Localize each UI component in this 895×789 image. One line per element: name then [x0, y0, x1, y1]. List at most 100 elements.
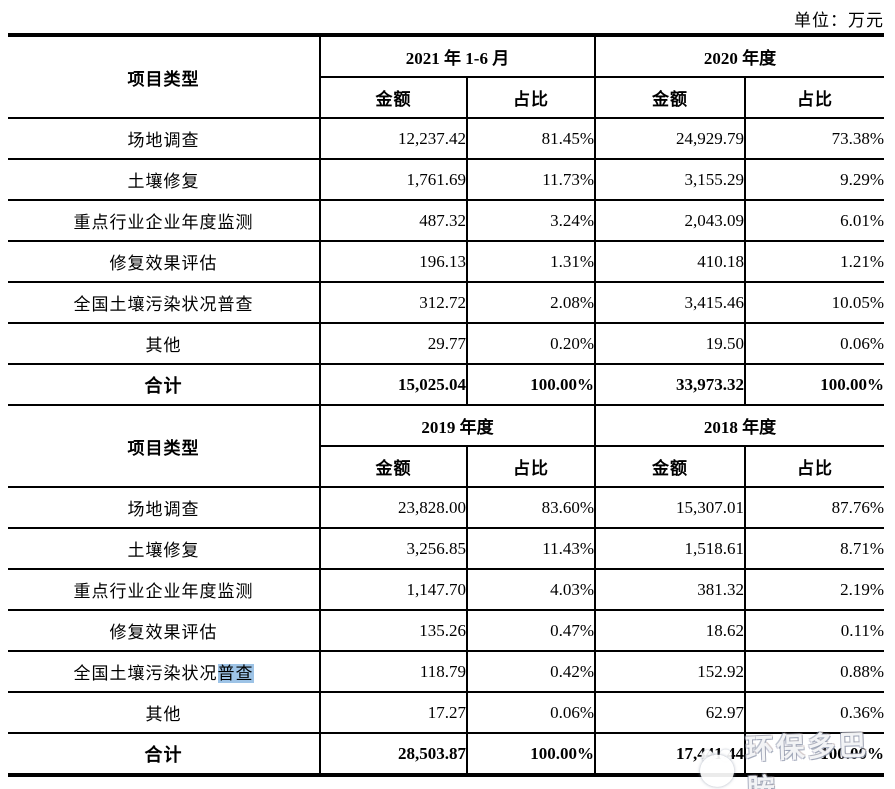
amount-cell: 196.13 [319, 240, 468, 283]
ratio-cell: 0.11% [744, 609, 885, 652]
amount-cell: 3,155.29 [594, 158, 747, 201]
sub-header-ratio: 占比 [465, 76, 597, 119]
sub-header-row: 金额 占比 金额 占比 [8, 445, 885, 488]
row-label: 重点行业企业年度监测 [8, 199, 321, 242]
table-row: 全国土壤污染状况普查 312.72 2.08% 3,415.46 10.05% [8, 281, 885, 324]
year-group-header-2021: 2021 年 1-6 月 [318, 34, 597, 78]
ratio-cell: 0.20% [465, 322, 597, 365]
ratio-cell: 0.36% [744, 691, 885, 734]
amount-cell: 3,256.85 [319, 527, 468, 570]
ratio-cell: 3.24% [465, 199, 597, 242]
table-row: 其他 17.27 0.06% 62.97 0.36% [8, 691, 885, 734]
ratio-cell: 11.73% [465, 158, 597, 201]
row-label: 场地调查 [8, 117, 321, 160]
amount-cell: 2,043.09 [594, 199, 747, 242]
table-row: 土壤修复 1,761.69 11.73% 3,155.29 9.29% [8, 158, 885, 201]
amount-cell: 24,929.79 [594, 117, 747, 160]
total-row: 合计 28,503.87 100.00% 17,441.44 100.00% [8, 732, 885, 776]
ratio-cell: 10.05% [744, 281, 885, 324]
amount-cell: 1,147.70 [319, 568, 468, 611]
row-label: 土壤修复 [8, 158, 321, 201]
total-amount-cell: 15,025.04 [319, 363, 468, 406]
amount-cell: 410.18 [594, 240, 747, 283]
row-label: 土壤修复 [8, 527, 321, 570]
table-row: 重点行业企业年度监测 1,147.70 4.03% 381.32 2.19% [8, 568, 885, 611]
year-group-header-row: 项目类型 2021 年 1-6 月 2020 年度 [8, 34, 885, 119]
amount-cell: 15,307.01 [594, 486, 747, 529]
table-row: 场地调查 12,237.42 81.45% 24,929.79 73.38% [8, 117, 885, 160]
amount-cell: 1,518.61 [594, 527, 747, 570]
table-row: 场地调查 23,828.00 83.60% 15,307.01 87.76% [8, 486, 885, 529]
amount-cell: 29.77 [319, 322, 468, 365]
table-row: 修复效果评估 196.13 1.31% 410.18 1.21% [8, 240, 885, 283]
ratio-cell: 73.38% [744, 117, 885, 160]
row-label: 场地调查 [8, 486, 321, 529]
ratio-cell: 9.29% [744, 158, 885, 201]
section-2021-2020: 项目类型 2021 年 1-6 月 2020 年度 金额 占比 金额 占比 场地… [8, 34, 885, 406]
amount-cell: 62.97 [594, 691, 747, 734]
year-group-header-row: 项目类型 2019 年度 2018 年度 [8, 404, 885, 488]
table-row: 全国土壤污染状况普查 118.79 0.42% 152.92 0.88% [8, 650, 885, 693]
ratio-cell: 2.19% [744, 568, 885, 611]
amount-cell: 12,237.42 [319, 117, 468, 160]
row-label: 重点行业企业年度监测 [8, 568, 321, 611]
unit-label: 单位：万元 [794, 11, 884, 30]
ratio-cell: 1.21% [744, 240, 885, 283]
table-row: 土壤修复 3,256.85 11.43% 1,518.61 8.71% [8, 527, 885, 570]
amount-cell: 487.32 [319, 199, 468, 242]
sub-header-row: 金额 占比 金额 占比 [8, 76, 885, 119]
corner-header: 项目类型 [8, 34, 321, 119]
amount-cell: 381.32 [594, 568, 747, 611]
year-group-header-2020: 2020 年度 [594, 34, 885, 78]
amount-cell: 135.26 [319, 609, 468, 652]
table-row: 修复效果评估 135.26 0.47% 18.62 0.11% [8, 609, 885, 652]
ratio-cell: 0.06% [465, 691, 597, 734]
ratio-cell: 6.01% [744, 199, 885, 242]
table-row: 其他 29.77 0.20% 19.50 0.06% [8, 322, 885, 365]
sub-header-amount: 金额 [594, 76, 747, 119]
total-ratio-cell: 100.00% [744, 363, 885, 406]
year-group-header-2018: 2018 年度 [594, 404, 885, 447]
ratio-cell: 4.03% [465, 568, 597, 611]
total-amount-cell: 33,973.32 [594, 363, 747, 406]
sub-header-amount: 金额 [320, 445, 468, 488]
ratio-cell: 1.31% [465, 240, 597, 283]
row-label: 全国土壤污染状况普查 [8, 650, 321, 693]
row-label: 其他 [8, 322, 321, 365]
ratio-cell: 81.45% [465, 117, 597, 160]
ratio-cell: 11.43% [465, 527, 597, 570]
total-amount-cell: 28,503.87 [319, 732, 468, 776]
row-label-text: 全国土壤污染状况 [73, 664, 218, 683]
total-label: 合计 [8, 732, 321, 776]
year-group-header-2019: 2019 年度 [318, 404, 597, 447]
row-label: 修复效果评估 [8, 240, 321, 283]
amount-cell: 3,415.46 [594, 281, 747, 324]
sub-header-ratio: 占比 [744, 445, 885, 488]
amount-cell: 18.62 [594, 609, 747, 652]
project-type-table: 项目类型 2021 年 1-6 月 2020 年度 金额 占比 金额 占比 场地… [8, 33, 885, 777]
total-ratio-cell: 100.00% [465, 363, 597, 406]
ratio-cell: 0.88% [744, 650, 885, 693]
total-row: 合计 15,025.04 100.00% 33,973.32 100.00% [8, 363, 885, 406]
ratio-cell: 0.06% [744, 322, 885, 365]
sub-header-amount: 金额 [594, 445, 747, 488]
highlighted-text: 普查 [217, 664, 254, 683]
amount-cell: 17.27 [319, 691, 468, 734]
sub-header-ratio: 占比 [465, 445, 597, 488]
sub-header-amount: 金额 [320, 76, 468, 119]
ratio-cell: 83.60% [465, 486, 597, 529]
corner-header: 项目类型 [8, 404, 321, 488]
amount-cell: 23,828.00 [319, 486, 468, 529]
ratio-cell: 2.08% [465, 281, 597, 324]
total-ratio-cell: 100.00% [465, 732, 597, 776]
total-amount-cell: 17,441.44 [594, 732, 747, 776]
ratio-cell: 8.71% [744, 527, 885, 570]
amount-cell: 312.72 [319, 281, 468, 324]
section-2019-2018: 项目类型 2019 年度 2018 年度 金额 占比 金额 占比 场地调查 23… [8, 404, 885, 776]
ratio-cell: 0.42% [465, 650, 597, 693]
amount-cell: 118.79 [319, 650, 468, 693]
row-label: 全国土壤污染状况普查 [8, 281, 321, 324]
ratio-cell: 0.47% [465, 609, 597, 652]
amount-cell: 152.92 [594, 650, 747, 693]
